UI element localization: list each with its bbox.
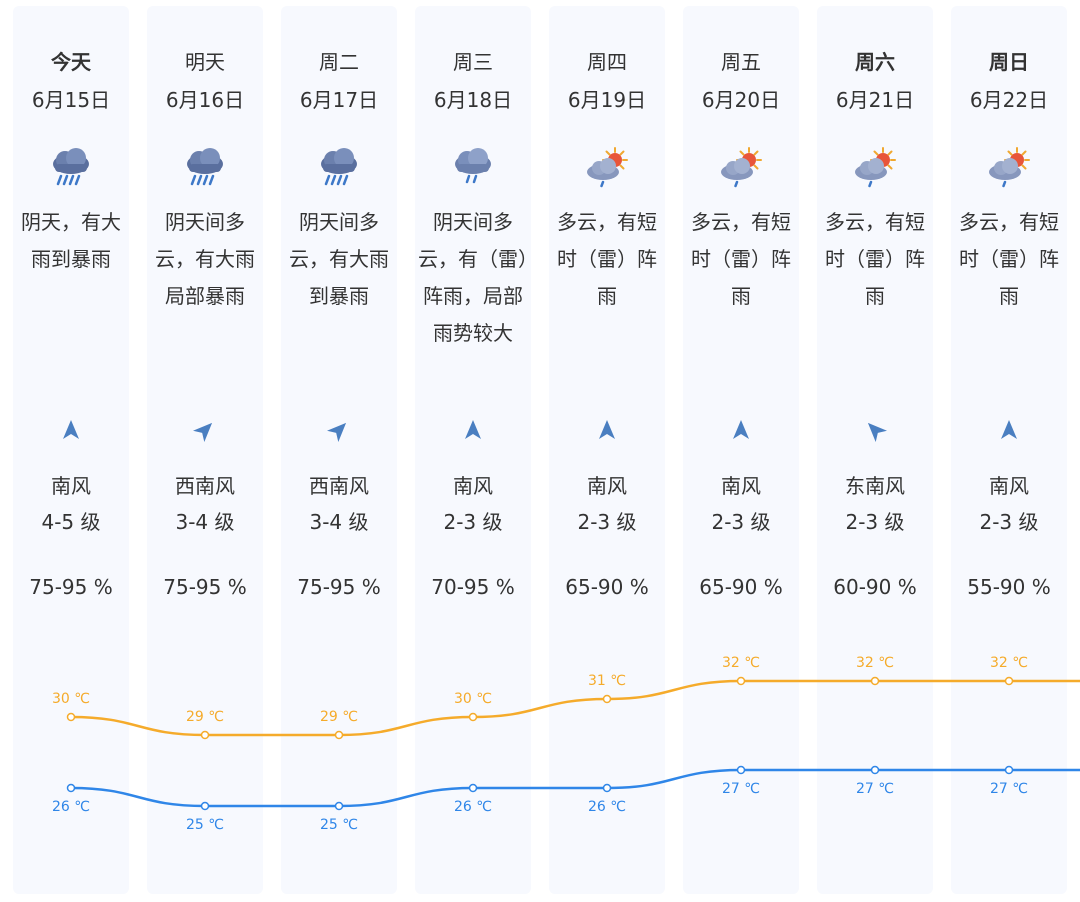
day-label: 周日 [989,50,1029,74]
wind-direction-arrow-icon [193,422,213,442]
weather-description: 阴天间多云，有大雨局部暴雨 [155,210,255,308]
thunder-shower-icon [455,148,491,184]
wind-direction-arrow-icon [599,420,615,439]
partly-cloudy-shower-icon [989,147,1030,188]
date-label: 6月20日 [701,88,781,112]
wind-level: 3-4 级 [309,510,369,534]
wind-direction-arrow-icon [63,420,79,439]
partly-cloudy-shower-icon [855,147,896,188]
wind-direction-arrow-icon [465,420,481,439]
day-label: 周五 [721,50,761,74]
date-label: 6月21日 [835,88,915,112]
day-column[interactable]: 周五 6月20日 多云，有短时（雷）阵雨 南风 2-3 级 65-90 % [683,6,799,894]
humidity: 70-95 % [431,575,515,599]
wind-direction: 南风 [587,474,627,498]
heavy-rain-icon [53,148,89,186]
wind-direction: 南风 [989,474,1029,498]
wind-level: 2-3 级 [711,510,771,534]
date-label: 6月19日 [567,88,647,112]
weather-description: 多云，有短时（雷）阵雨 [557,210,657,308]
weather-description: 多云，有短时（雷）阵雨 [691,210,791,308]
humidity: 65-90 % [565,575,649,599]
humidity: 75-95 % [163,575,247,599]
wind-level: 3-4 级 [175,510,235,534]
day-column[interactable]: 周三 6月18日 阴天间多云，有（雷）阵雨，局部雨势较大 南风 2-3 级 70… [415,6,531,894]
date-label: 6月18日 [433,88,513,112]
wind-direction-arrow-icon [733,420,749,439]
date-label: 6月17日 [299,88,379,112]
wind-direction: 南风 [51,474,91,498]
day-label: 今天 [51,50,91,74]
wind-direction: 南风 [721,474,761,498]
humidity: 75-95 % [297,575,381,599]
wind-direction-arrow-icon [327,422,347,442]
partly-cloudy-shower-icon [721,147,762,188]
day-column[interactable]: 周二 6月17日 阴天间多云，有大雨到暴雨 西南风 3-4 级 75-95 % [281,6,397,894]
weather-description: 阴天，有大雨到暴雨 [21,210,121,271]
date-label: 6月16日 [165,88,245,112]
wind-level: 2-3 级 [443,510,503,534]
heavy-rain-icon [321,148,357,186]
day-column[interactable]: 周六 6月21日 多云，有短时（雷）阵雨 东南风 2-3 级 60-90 % [817,6,933,894]
wind-level: 2-3 级 [577,510,637,534]
date-label: 6月22日 [969,88,1049,112]
weather-description: 阴天间多云，有（雷）阵雨，局部雨势较大 [418,210,528,345]
humidity: 55-90 % [967,575,1051,599]
weather-description: 多云，有短时（雷）阵雨 [959,210,1059,308]
day-label: 周四 [587,50,627,74]
wind-direction: 东南风 [845,474,905,498]
day-column[interactable]: 明天 6月16日 阴天间多云，有大雨局部暴雨 西南风 3-4 级 75-95 % [147,6,263,894]
day-column[interactable]: 周四 6月19日 多云，有短时（雷）阵雨 南风 2-3 级 65-90 % [549,6,665,894]
day-label: 周二 [319,50,359,74]
partly-cloudy-shower-icon [587,147,628,188]
weather-description: 多云，有短时（雷）阵雨 [825,210,925,308]
wind-direction: 南风 [453,474,493,498]
day-label: 周六 [855,50,895,74]
wind-level: 2-3 级 [845,510,905,534]
wind-direction-arrow-icon [1001,420,1017,439]
wind-direction-arrow-icon [867,422,887,442]
wind-level: 4-5 级 [41,510,101,534]
day-column[interactable]: 周日 6月22日 多云，有短时（雷）阵雨 南风 2-3 级 55-90 % [951,6,1067,894]
humidity: 60-90 % [833,575,917,599]
wind-direction: 西南风 [175,474,235,498]
wind-direction: 西南风 [309,474,369,498]
weather-description: 阴天间多云，有大雨到暴雨 [289,210,389,308]
heavy-rain-icon [187,148,223,186]
wind-level: 2-3 级 [979,510,1039,534]
day-label: 周三 [453,50,493,74]
humidity: 65-90 % [699,575,783,599]
humidity: 75-95 % [29,575,113,599]
date-label: 6月15日 [31,88,111,112]
day-label: 明天 [185,50,225,74]
day-column[interactable]: 今天 6月15日 阴天，有大雨到暴雨 南风 4-5 级 75-95 % [13,6,129,894]
